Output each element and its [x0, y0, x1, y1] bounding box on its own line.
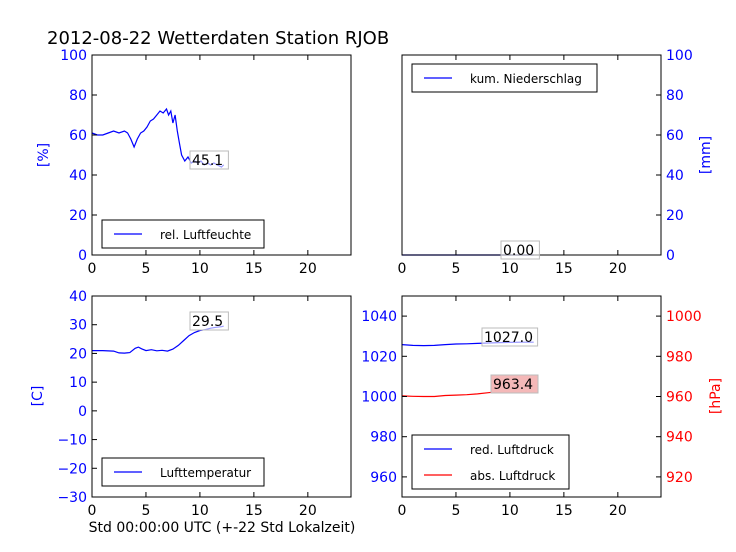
pressure-panel: 0 5 10 15 20 960 980 1000 1020 1040 920 940 960 980 10… [361, 295, 724, 519]
y-tick-label: −30 [57, 490, 87, 506]
plot-frame [91, 295, 352, 498]
annotation-label: 45.1 [192, 153, 223, 169]
x-tick-label: 20 [299, 503, 317, 519]
x-tick-label: 10 [501, 261, 519, 277]
y-axis-label: [mm] [698, 136, 714, 174]
x-tick-label: 10 [501, 503, 519, 519]
legend-label: rel. Luftfeuchte [160, 228, 251, 242]
x-tick-label: 5 [451, 261, 460, 277]
x-tick-label: 15 [555, 503, 573, 519]
x-tick-label: 10 [191, 503, 209, 519]
x-tick-label: 0 [398, 261, 407, 277]
y-axis-label: [hPa] [708, 378, 724, 414]
x-tick-label: 0 [88, 261, 97, 277]
figure-title: 2012-08-22 Wetterdaten Station RJOB [47, 28, 389, 49]
x-tick-label: 5 [141, 503, 150, 519]
legend-label: Lufttemperatur [160, 466, 251, 480]
y-tick-label: 100 [60, 48, 87, 64]
x-tick-label: 0 [88, 503, 97, 519]
y-tick-label: 1020 [361, 349, 397, 365]
y-tick-label: 1000 [666, 309, 702, 325]
y-tick-label: −10 [57, 433, 87, 449]
y-tick-label: 20 [69, 346, 87, 362]
y-tick-label: −20 [57, 461, 87, 477]
x-tick-label: 20 [299, 261, 317, 277]
x-tick-label: 15 [555, 261, 573, 277]
y-tick-label: 0 [666, 248, 675, 264]
y-tick-label: 30 [69, 318, 87, 334]
y-tick-label: 40 [69, 289, 87, 305]
legend-label: red. Luftdruck [470, 443, 554, 457]
y-tick-label: 80 [69, 88, 87, 104]
y-tick-label: 60 [666, 128, 684, 144]
y-axis-label: [C] [30, 386, 46, 407]
x-tick-label: 0 [398, 503, 407, 519]
x-tick-label: 15 [245, 261, 263, 277]
y-tick-label: 960 [666, 390, 693, 406]
x-tick-label: 20 [609, 261, 627, 277]
annotation-label: 0.00 [503, 243, 534, 259]
annotation-label: 29.5 [192, 314, 223, 330]
annotation-box [189, 150, 229, 170]
y-tick-label: 20 [666, 208, 684, 224]
x-tick-label: 5 [451, 503, 460, 519]
precipitation-panel: 0 5 10 15 20 0 20 40 60 80 100 [mm] 0.00 kum. Nieders… [398, 48, 714, 277]
annotation-box [189, 311, 229, 331]
y-tick-label: 1040 [361, 309, 397, 325]
x-tick-label: 5 [141, 261, 150, 277]
y-tick-label: 60 [69, 128, 87, 144]
annotation-box [481, 327, 539, 347]
annotation-label: 1027.0 [484, 330, 533, 346]
x-axis-label: Std 00:00:00 UTC (+-22 Std Lokalzeit) [89, 520, 356, 536]
y-tick-label: 920 [666, 470, 693, 486]
y-tick-label: 80 [666, 88, 684, 104]
y-tick-label: 980 [370, 430, 397, 446]
y-tick-label: 1000 [361, 390, 397, 406]
x-tick-label: 20 [609, 503, 627, 519]
annotation-label: 963.4 [493, 377, 533, 393]
y-tick-label: 940 [666, 430, 693, 446]
y-tick-label: 100 [666, 48, 693, 64]
y-tick-label: 0 [78, 404, 87, 420]
y-tick-label: 40 [666, 168, 684, 184]
y-axis-label: [%] [36, 143, 52, 167]
annotation-box [490, 374, 539, 394]
legend-box [411, 434, 570, 490]
x-tick-label: 10 [191, 261, 209, 277]
y-tick-label: 0 [78, 248, 87, 264]
y-tick-label: 960 [370, 470, 397, 486]
humidity-panel: 0 5 10 15 20 0 20 40 60 80 100 [%] 45.1 rel. Luftfeuc… [36, 48, 352, 277]
legend-label: abs. Luftdruck [470, 469, 555, 483]
annotation-box [500, 240, 540, 260]
legend-label: kum. Niederschlag [470, 72, 582, 86]
x-tick-label: 15 [245, 503, 263, 519]
y-tick-label: 10 [69, 375, 87, 391]
y-tick-label: 40 [69, 168, 87, 184]
y-tick-label: 20 [69, 208, 87, 224]
temperature-panel: 0 5 10 15 20 −30 −20 −10 0 10 20 30 40 [C] 29.5 Lufttem… [30, 289, 352, 519]
y-tick-label: 980 [666, 349, 693, 365]
plot-frame [91, 54, 352, 256]
